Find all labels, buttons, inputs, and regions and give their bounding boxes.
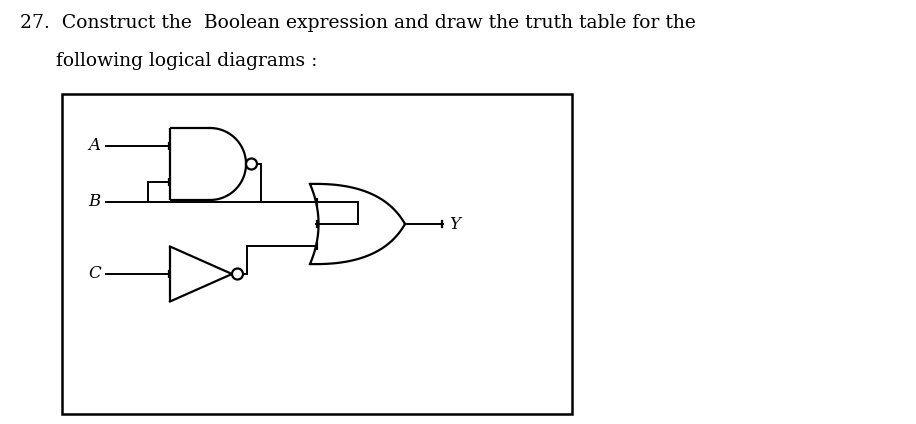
Text: B: B — [88, 193, 100, 210]
Circle shape — [232, 268, 243, 279]
Text: 27.  Construct the  Boolean expression and draw the truth table for the: 27. Construct the Boolean expression and… — [20, 14, 696, 32]
Text: Y: Y — [449, 215, 460, 232]
Text: A: A — [88, 137, 100, 154]
Circle shape — [246, 159, 257, 170]
Text: following logical diagrams :: following logical diagrams : — [20, 52, 317, 70]
Bar — [62, 94, 572, 414]
Text: C: C — [88, 265, 101, 282]
